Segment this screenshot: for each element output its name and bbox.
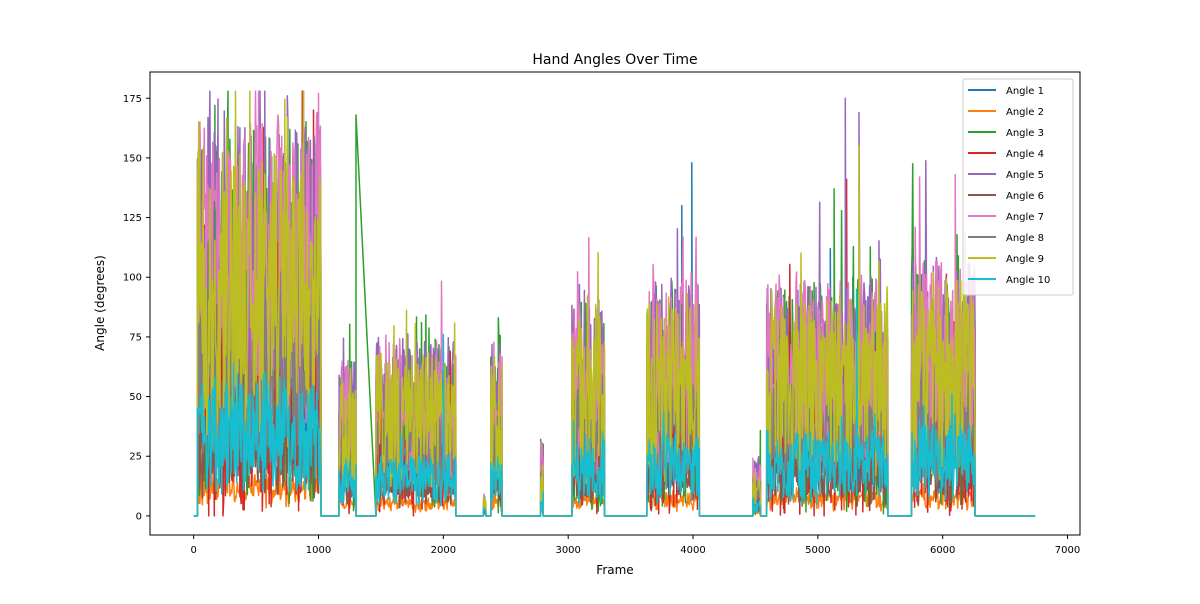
x-tick-label: 3000 [555,545,580,556]
legend-label: Angle 9 [1006,254,1044,265]
y-tick-label: 150 [123,153,142,164]
x-tick-label: 0 [191,545,197,556]
legend-label: Angle 7 [1006,212,1044,223]
x-tick-label: 7000 [1055,545,1080,556]
legend-label: Angle 4 [1006,149,1044,160]
x-tick-label: 2000 [431,545,456,556]
y-tick-label: 0 [136,511,142,522]
x-tick-label: 5000 [805,545,830,556]
axes-frame [149,71,1081,536]
series-line-angle-10 [193,288,1036,517]
x-axis-ticks: 0 1000 2000 3000 4000 5000 6000 7000 [191,535,1080,556]
series-line-angle-9 [193,90,1036,517]
plot-area [193,90,1036,517]
x-tick-label: 4000 [680,545,705,556]
legend: Angle 1 Angle 2 Angle 3 Angle 4 Angle 5 Angle… [962,78,1074,296]
y-tick-label: 50 [129,392,142,403]
series-lines [193,90,1036,517]
x-tick-label: 6000 [930,545,955,556]
y-tick-label: 75 [129,332,142,343]
legend-label: Angle 6 [1006,191,1044,202]
y-axis-title: Angle (degrees) [93,255,107,351]
x-axis-title: Frame [596,563,633,577]
y-tick-label: 125 [123,213,142,224]
y-tick-label: 100 [123,273,142,284]
legend-label: Angle 3 [1006,128,1044,139]
legend-label: Angle 5 [1006,170,1044,181]
legend-label: Angle 1 [1006,86,1044,97]
y-axis-ticks: 0 25 50 75 100 125 150 175 [123,94,150,522]
y-tick-label: 25 [129,452,142,463]
legend-label: Angle 10 [1006,275,1050,286]
y-tick-label: 175 [123,94,142,105]
legend-label: Angle 8 [1006,233,1044,244]
legend-label: Angle 2 [1006,107,1044,118]
x-tick-label: 1000 [306,545,331,556]
chart-title: Hand Angles Over Time [532,52,697,68]
